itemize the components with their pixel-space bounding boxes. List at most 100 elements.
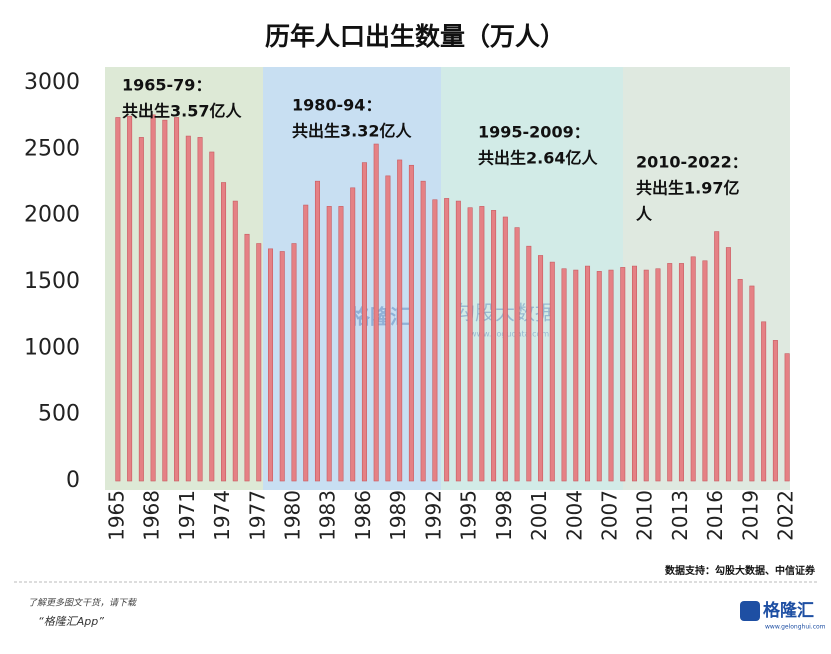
x-tick-label: 1965 (104, 490, 128, 541)
annotation: 1980-94： (292, 96, 381, 115)
bar (232, 200, 238, 482)
bar (620, 267, 626, 482)
y-tick-label: 500 (38, 402, 80, 427)
footer-app: “格隆汇App” (38, 615, 104, 628)
x-tick-label: 1971 (175, 490, 199, 541)
annotation: 1965-79： (122, 76, 211, 95)
x-tick-label: 1998 (492, 490, 516, 541)
x-tick-label: 2019 (738, 490, 762, 541)
x-tick-label: 2007 (598, 490, 622, 541)
bar (444, 198, 450, 482)
bar (314, 180, 320, 482)
x-tick-label: 2013 (668, 490, 692, 541)
bar (303, 204, 309, 482)
bar (185, 135, 191, 482)
bar (526, 245, 532, 482)
bar (737, 279, 743, 482)
bar (373, 143, 379, 482)
x-tick-label: 2001 (527, 490, 551, 541)
bar (643, 269, 649, 482)
annotation: 共出生3.32亿人 (292, 122, 412, 141)
annotation: 2010-2022： (636, 153, 748, 172)
bar (408, 164, 414, 482)
bar (127, 115, 133, 482)
bar (326, 206, 332, 482)
x-tick-label: 1980 (280, 490, 304, 541)
bar (385, 175, 391, 482)
bar (514, 227, 520, 482)
source: 数据支持：勾股大数据、中信证券 (665, 564, 816, 577)
bar (491, 210, 497, 482)
bar (138, 137, 144, 482)
bar (667, 263, 673, 482)
bar (585, 265, 591, 482)
bar (361, 162, 367, 482)
bar (655, 268, 661, 482)
x-tick-label: 1992 (421, 490, 445, 541)
x-tick-label: 1977 (245, 490, 269, 541)
y-tick-label: 2000 (24, 203, 80, 228)
y-tick-label: 2500 (24, 136, 80, 161)
bar (350, 187, 356, 482)
bar (467, 207, 473, 482)
bar (749, 285, 755, 482)
watermark-text: www.gogudata.com (470, 330, 549, 339)
annotation: 共出生1.97亿 (636, 179, 739, 198)
annotation: 共出生3.57亿人 (122, 102, 242, 121)
bar (714, 231, 720, 482)
bar (174, 117, 180, 482)
x-tick-label: 2004 (562, 490, 586, 541)
x-tick-label: 1986 (351, 490, 375, 541)
bar (608, 269, 614, 482)
bar (455, 200, 461, 482)
bar (772, 340, 778, 482)
annotation: 人 (636, 205, 653, 224)
bar (702, 260, 708, 482)
chart-title: 历年人口出生数量（万人） (265, 22, 565, 51)
annotation: 1995-2009： (478, 123, 590, 142)
x-tick-label: 1995 (457, 490, 481, 541)
bar (268, 248, 274, 482)
footer-promo: 了解更多图文干货，请下载 (28, 598, 137, 609)
bar (244, 233, 250, 482)
x-tick-label: 1989 (386, 490, 410, 541)
y-tick-label: 0 (66, 468, 80, 493)
y-tick-label: 3000 (24, 70, 80, 95)
bar (596, 271, 602, 482)
bar (397, 159, 403, 482)
x-tick-label: 2022 (774, 490, 798, 541)
bar (338, 206, 344, 482)
y-tick-label: 1500 (24, 269, 80, 294)
bar (150, 114, 156, 482)
bar (678, 263, 684, 482)
x-tick-label: 2016 (703, 490, 727, 541)
annotation: 共出生2.64亿人 (478, 149, 598, 168)
bar (690, 256, 696, 482)
bar (549, 261, 555, 482)
bar (479, 206, 485, 482)
bar (197, 137, 203, 482)
footer-logo: 格隆汇 (763, 600, 814, 621)
bar (162, 119, 168, 482)
bar (573, 269, 579, 482)
bar (291, 243, 297, 482)
bar (725, 247, 731, 482)
x-tick-label: 2010 (633, 490, 657, 541)
bar (256, 243, 262, 482)
bar (115, 117, 121, 482)
bar (432, 199, 438, 482)
bar (784, 353, 790, 482)
bar (538, 255, 544, 482)
x-tick-label: 1968 (140, 490, 164, 541)
bar (209, 151, 215, 482)
bar (631, 265, 637, 482)
y-tick-label: 1000 (24, 335, 80, 360)
bar (420, 180, 426, 482)
x-tick-label: 1974 (210, 490, 234, 541)
logo-icon (740, 601, 760, 621)
bar (561, 268, 567, 482)
bar (279, 251, 285, 482)
bar (502, 216, 508, 482)
